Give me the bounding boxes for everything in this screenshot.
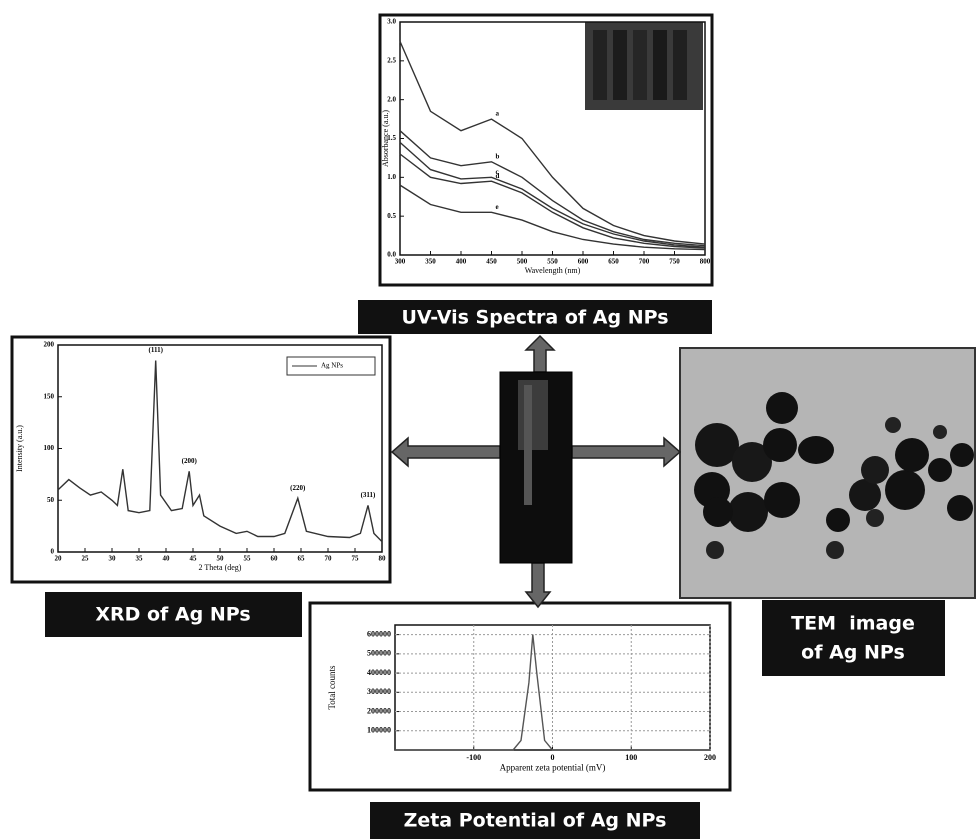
y-tick-label: 1.0 [387,173,396,181]
x-tick-label: 0 [551,753,555,762]
caption-box [762,600,945,676]
x-tick-label: 30 [109,555,117,563]
x-tick-label: 35 [136,555,144,563]
y-tick-label: 600000 [367,629,391,638]
peak-label: (220) [290,484,306,492]
x-tick-label: 300 [395,258,406,266]
y-tick-label: 500000 [367,649,391,658]
tem-image [680,348,975,598]
y-axis-label: Total counts [327,665,337,710]
caption: TEM image [791,613,915,635]
y-tick-label: 200 [44,341,55,349]
x-tick-label: 650 [608,258,619,266]
x-tick-label: 700 [639,258,650,266]
peak-label: (111) [149,346,164,354]
series-label: e [496,203,499,211]
y-tick-label: 300000 [367,687,391,696]
y-tick-label: 3.0 [387,18,396,26]
x-tick-label: 800 [700,258,711,266]
y-tick-label: 100 [44,444,55,452]
x-tick-label: 70 [325,555,333,563]
x-tick-label: 100 [625,753,637,762]
x-axis-label: Apparent zeta potential (mV) [500,762,606,772]
peak-label: (200) [182,457,198,465]
y-tick-label: 2.5 [387,56,396,64]
x-axis-label: 2 Theta (deg) [199,563,242,572]
y-tick-label: 100000 [367,726,391,735]
x-tick-label: 60 [271,555,279,563]
series-label: b [496,152,500,160]
series-label: a [496,110,500,118]
y-tick-label: 50 [47,496,55,504]
x-tick-label: 65 [298,555,306,563]
legend-label: Ag NPs [321,362,343,370]
x-tick-label: 500 [517,258,528,266]
x-tick-label: 20 [55,555,63,563]
x-tick-label: -100 [466,753,481,762]
x-tick-label: 40 [163,555,171,563]
peak-label: (311) [361,491,376,499]
vial [500,372,572,563]
x-tick-label: 75 [352,555,360,563]
y-tick-label: 400000 [367,668,391,677]
caption: UV-Vis Spectra of Ag NPs [401,307,668,329]
x-tick-label: 25 [82,555,90,563]
x-tick-label: 450 [486,258,497,266]
y-tick-label: 150 [44,392,55,400]
y-tick-label: 0.0 [387,251,396,259]
caption: of Ag NPs [801,642,905,664]
y-tick-label: 0.5 [387,212,396,220]
y-axis-label: Absorbance (a.u.) [381,110,390,167]
y-axis-label: Intensity (a.u.) [15,425,24,472]
x-tick-label: 350 [425,258,436,266]
caption: XRD of Ag NPs [95,604,250,626]
figure: UV-Vis Spectra of Ag NPs XRD of Ag NPs T… [0,0,978,839]
x-axis-label: Wavelength (nm) [525,266,581,275]
y-tick-label: 0 [51,548,55,556]
x-tick-label: 80 [379,555,387,563]
series-label: d [496,172,500,180]
x-tick-label: 45 [190,555,198,563]
x-tick-label: 600 [578,258,589,266]
caption: Zeta Potential of Ag NPs [404,810,667,832]
x-tick-label: 750 [669,258,680,266]
x-tick-label: 50 [217,555,225,563]
x-tick-label: 550 [547,258,558,266]
uv-inset-photo [585,22,703,110]
y-tick-label: 200000 [367,706,391,715]
x-tick-label: 55 [244,555,252,563]
x-tick-label: 400 [456,258,467,266]
x-tick-label: 200 [704,753,716,762]
y-tick-label: 2.0 [387,95,396,103]
